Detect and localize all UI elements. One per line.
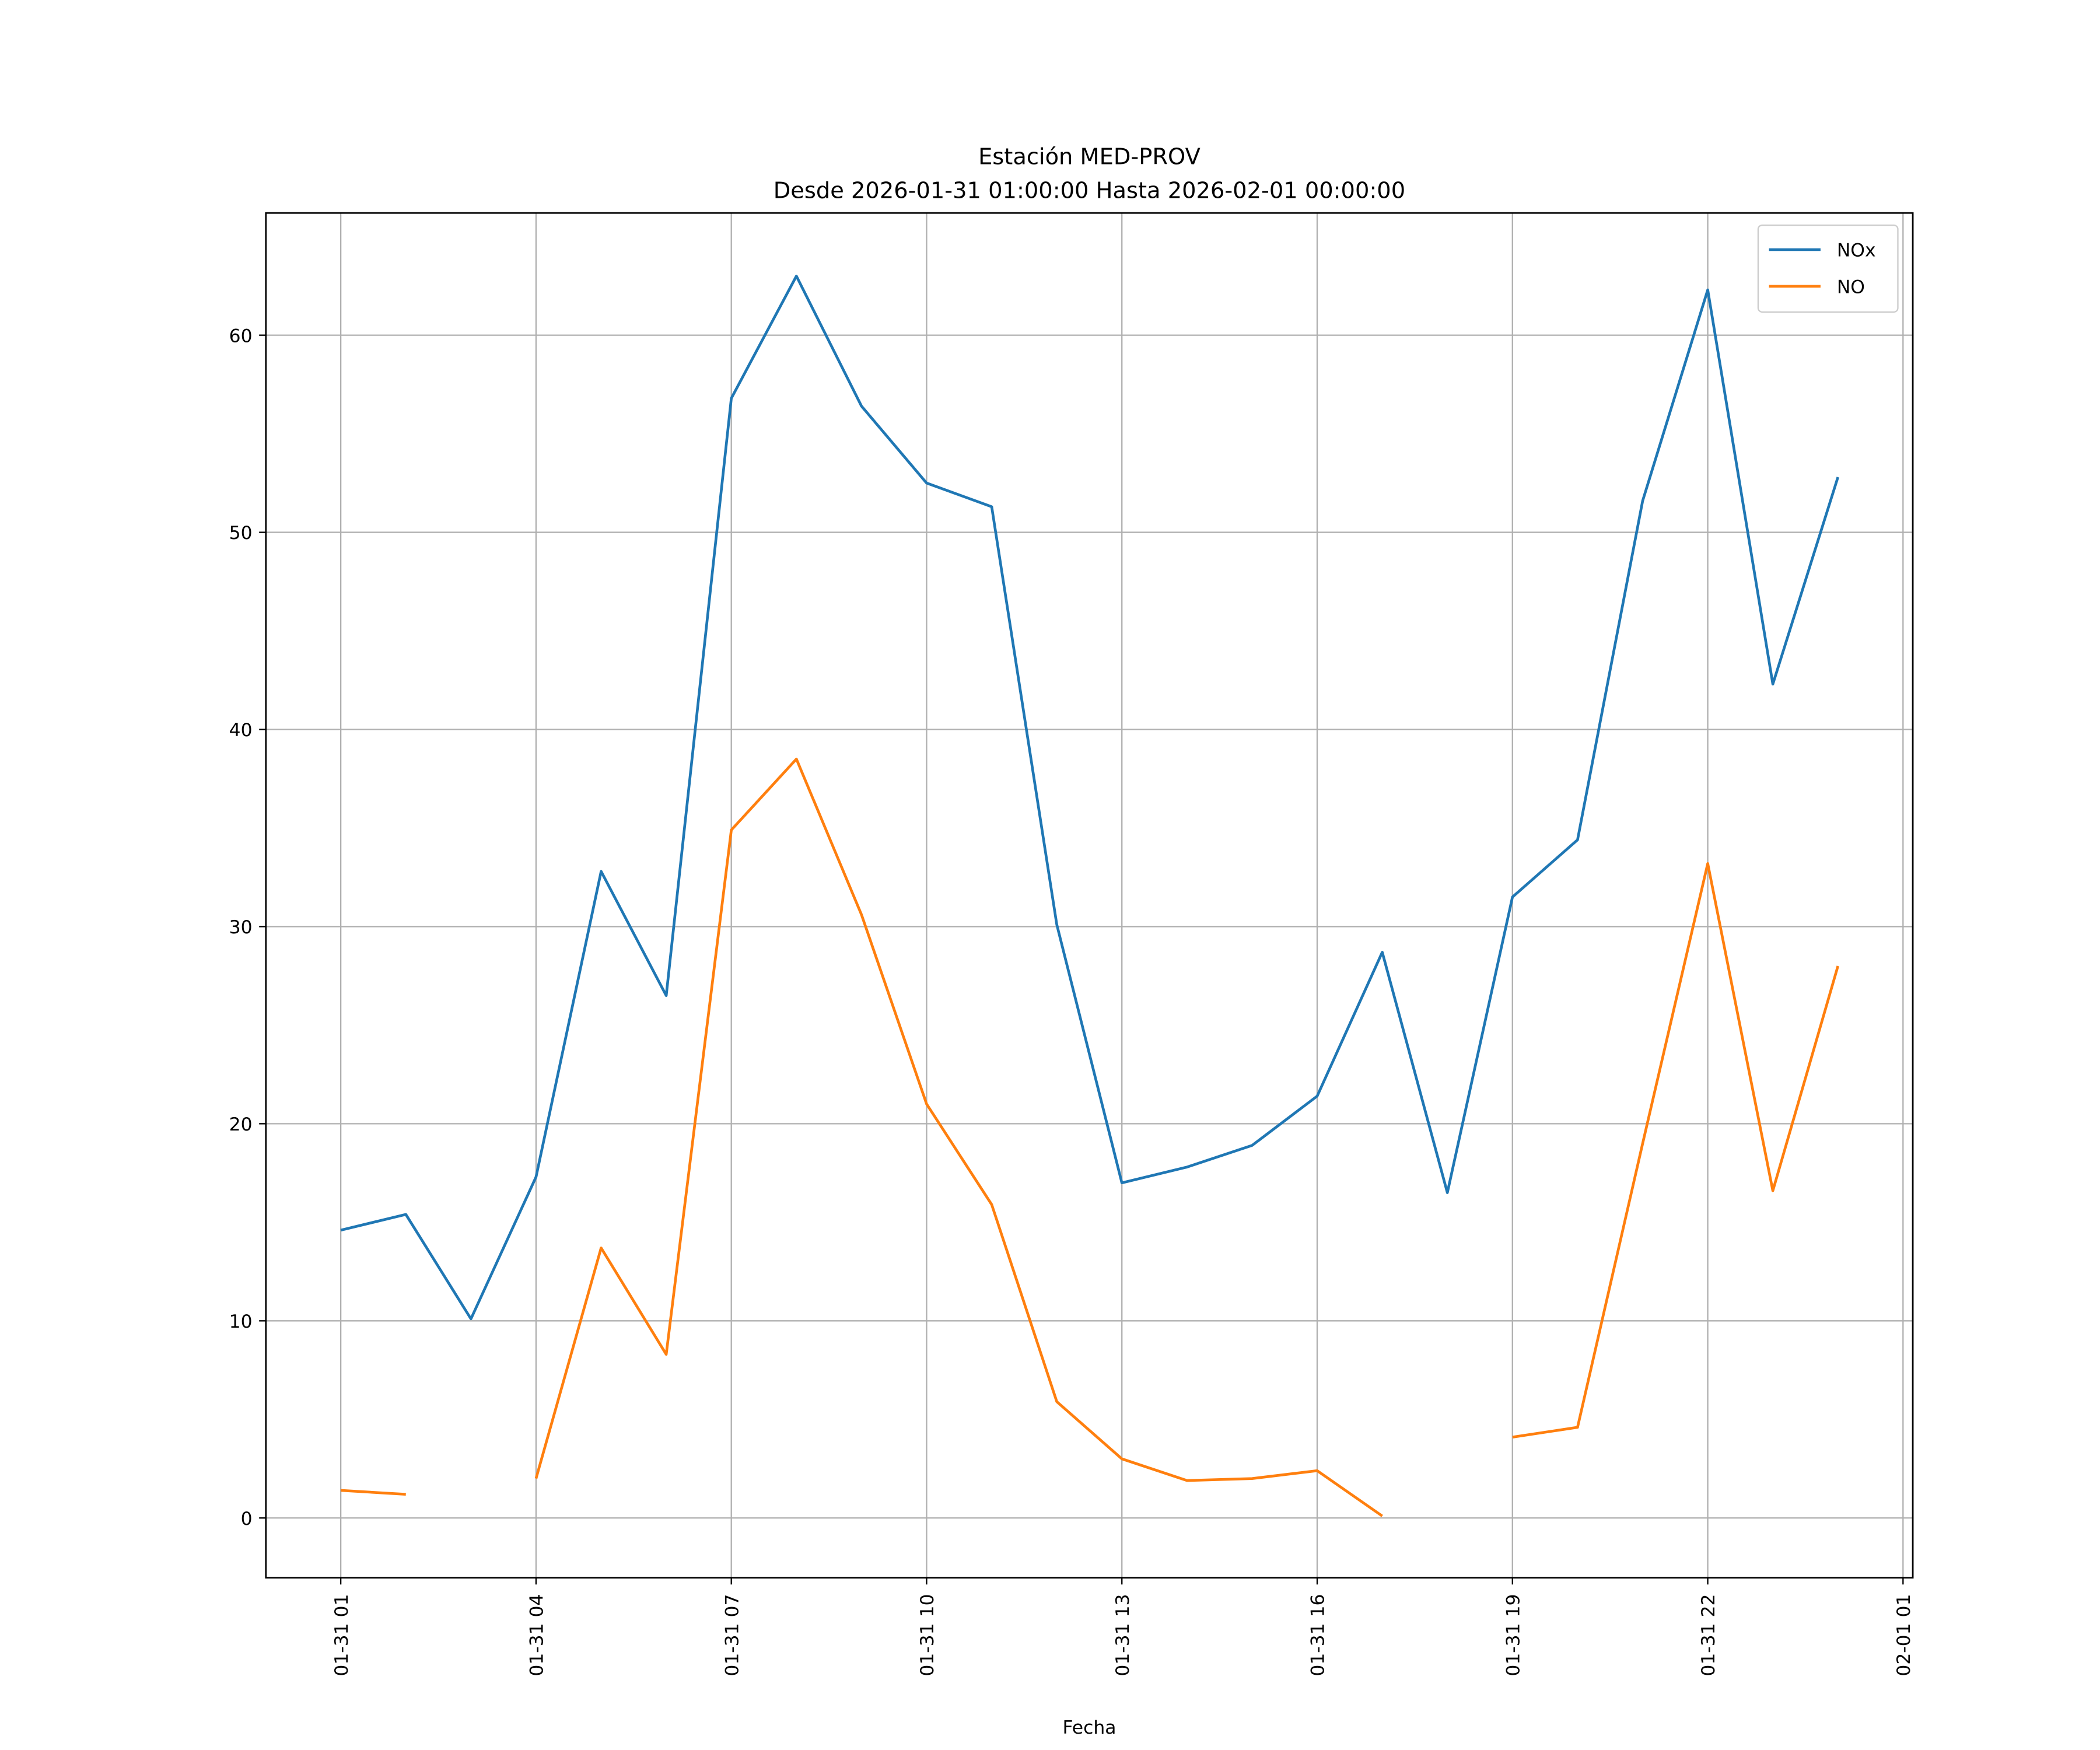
y-tick-label: 40	[229, 720, 253, 741]
legend-box	[1757, 224, 1899, 313]
plot-frame	[265, 212, 1914, 1579]
legend-label: NOx	[1837, 240, 1876, 261]
y-tick-label: 0	[241, 1508, 253, 1530]
y-tick-label: 20	[229, 1114, 253, 1135]
legend-label: NO	[1837, 276, 1865, 298]
x-tick-label: 01-31 13	[1112, 1594, 1133, 1676]
y-tick-label: 10	[229, 1311, 253, 1332]
x-axis-label: Fecha	[1062, 1717, 1116, 1738]
chart-subtitle: Desde 2026-01-31 01:00:00 Hasta 2026-02-…	[774, 178, 1405, 204]
x-tick-label: 01-31 04	[527, 1594, 548, 1676]
x-tick-label: 01-31 19	[1503, 1594, 1524, 1676]
line	[340, 757, 1839, 1517]
x-tick-label: 01-31 16	[1308, 1594, 1329, 1676]
x-tick-label: 01-31 10	[917, 1594, 938, 1676]
line	[340, 274, 1839, 1321]
x-tick-label: 02-01 01	[1894, 1594, 1915, 1676]
chart-title: Estación MED-PROV	[978, 144, 1200, 170]
x-tick-label: 01-31 01	[331, 1594, 352, 1676]
x-tick-label: 01-31 22	[1698, 1594, 1719, 1676]
y-tick-label: 50	[229, 523, 253, 544]
y-tick-label: 60	[229, 326, 253, 346]
x-tick-label: 01-31 07	[722, 1594, 743, 1676]
y-tick-label: 30	[229, 917, 253, 938]
